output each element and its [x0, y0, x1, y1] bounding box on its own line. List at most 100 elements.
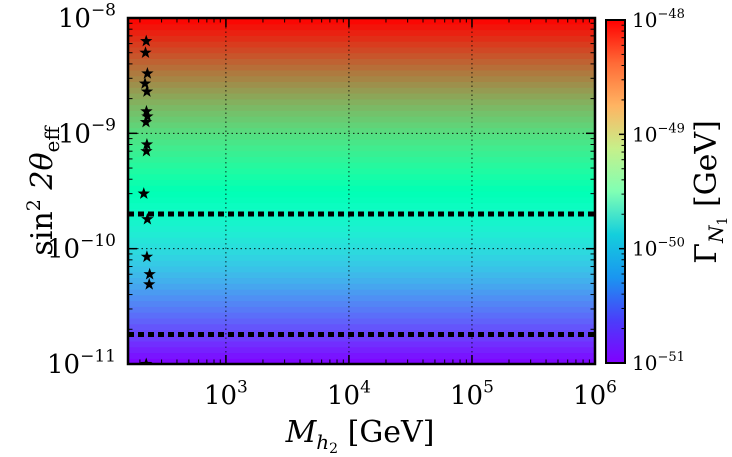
heatmap-cell — [128, 236, 595, 244]
star-point — [138, 77, 152, 89]
star-point — [139, 115, 153, 128]
heatmap-cell — [128, 190, 595, 198]
heatmap — [128, 18, 595, 364]
colorbar-tick-label: 10−48 — [632, 7, 685, 32]
heatmap-cell — [128, 299, 595, 307]
colorbar-tick-label: 10−50 — [632, 236, 685, 261]
heatmap-cell — [128, 346, 595, 354]
y-tick-label: 10−10 — [47, 231, 116, 265]
heatmap-cell — [128, 103, 595, 111]
star-point — [137, 187, 150, 199]
heatmap-cell — [128, 173, 595, 181]
star-point — [140, 138, 154, 150]
heatmap-cell — [128, 351, 595, 359]
heatmap-cell — [128, 18, 595, 25]
colorbar-tick-label: 10−49 — [632, 121, 685, 146]
heatmap-cell — [128, 63, 595, 71]
star-point — [139, 46, 152, 58]
heatmap-cell — [128, 340, 595, 348]
heatmap-cell — [128, 242, 595, 250]
heatmap-cell — [128, 132, 595, 140]
heatmap-cell — [128, 357, 595, 364]
star-point — [143, 277, 156, 290]
heatmap-cell — [128, 207, 595, 215]
heatmap-cell — [128, 34, 595, 42]
heatmap-cell — [128, 121, 595, 129]
heatmap-cell — [128, 201, 595, 209]
heatmap-cell — [128, 248, 595, 256]
heatmap-cell — [128, 28, 595, 36]
x-tick-label: 105 — [450, 377, 494, 411]
star-point — [140, 250, 154, 263]
heatmap-cell — [128, 80, 595, 88]
plot-area — [128, 18, 595, 364]
star-point — [140, 34, 153, 47]
x-axis-ticks: 103 104 105 106 — [139, 18, 617, 411]
star-point — [140, 104, 153, 117]
heatmap-cell — [128, 155, 595, 163]
heatmap-cell — [128, 57, 595, 65]
heatmap-cell — [128, 213, 595, 221]
data-points — [137, 34, 156, 364]
heatmap-cell — [128, 265, 595, 273]
colorbar-tick-label: 10−51 — [632, 350, 685, 375]
heatmap-cell — [128, 92, 595, 100]
x-tick-label: 106 — [573, 377, 617, 411]
heatmap-cell — [128, 288, 595, 296]
heatmap-cell — [128, 150, 595, 157]
star-point — [141, 67, 154, 79]
heatmap-cell — [128, 40, 595, 48]
star-point — [140, 85, 154, 97]
star-point — [141, 212, 154, 225]
heatmap-cell — [128, 225, 595, 232]
heatmap-cell — [128, 317, 595, 325]
colorbar-label: ΓN1 [GeV] — [689, 120, 731, 264]
heatmap-cell — [128, 196, 595, 204]
heatmap-cell — [128, 334, 595, 342]
heatmap-cell — [128, 126, 595, 134]
heatmap-cell — [128, 98, 595, 106]
heatmap-cell — [128, 323, 595, 330]
heatmap-cell — [128, 282, 595, 290]
heatmap-cell — [128, 253, 595, 261]
heatmap-cell — [128, 46, 595, 54]
star-point — [140, 357, 153, 364]
plot-frame — [126, 16, 597, 366]
heatmap-cell — [128, 305, 595, 313]
x-tick-label: 104 — [327, 377, 371, 411]
reference-lines — [128, 211, 595, 338]
heatmap-cell — [128, 311, 595, 319]
heatmap-cell — [128, 276, 595, 284]
colorbar — [605, 19, 626, 364]
heatmap-cell — [128, 294, 595, 302]
heatmap-cell — [128, 75, 595, 83]
x-tick-label: 103 — [204, 377, 248, 411]
y-tick-label: 10−8 — [58, 0, 116, 34]
heatmap-cell — [128, 86, 595, 94]
grid — [128, 18, 595, 364]
y-axis-label: sin2 2θeff — [23, 125, 64, 256]
star-point — [141, 109, 154, 122]
heatmap-cell — [128, 138, 595, 146]
star-point — [143, 267, 156, 280]
heatmap-cell — [128, 144, 595, 152]
y-tick-label: 10−11 — [47, 346, 116, 380]
heatmap-cell — [128, 23, 595, 31]
heatmap-cell — [128, 52, 595, 59]
y-axis-ticks: 10−8 10−9 10−10 10−11 — [47, 0, 595, 380]
heatmap-cell — [128, 161, 595, 169]
heatmap-cell — [128, 115, 595, 123]
heatmap-cell — [128, 259, 595, 267]
heatmap-cell — [128, 184, 595, 192]
heatmap-cell — [128, 167, 595, 175]
y-tick-label: 10−9 — [58, 116, 116, 150]
colorbar-ticks: 10−48 10−49 10−50 10−51 — [619, 7, 685, 375]
heatmap-cell — [128, 219, 595, 227]
x-axis-label: Mh2 [GeV] — [285, 415, 435, 457]
heatmap-cell — [128, 109, 595, 117]
heatmap-cell — [128, 230, 595, 238]
heatmap-cell — [128, 69, 595, 77]
heatmap-cell — [128, 271, 595, 279]
star-point — [140, 144, 153, 157]
